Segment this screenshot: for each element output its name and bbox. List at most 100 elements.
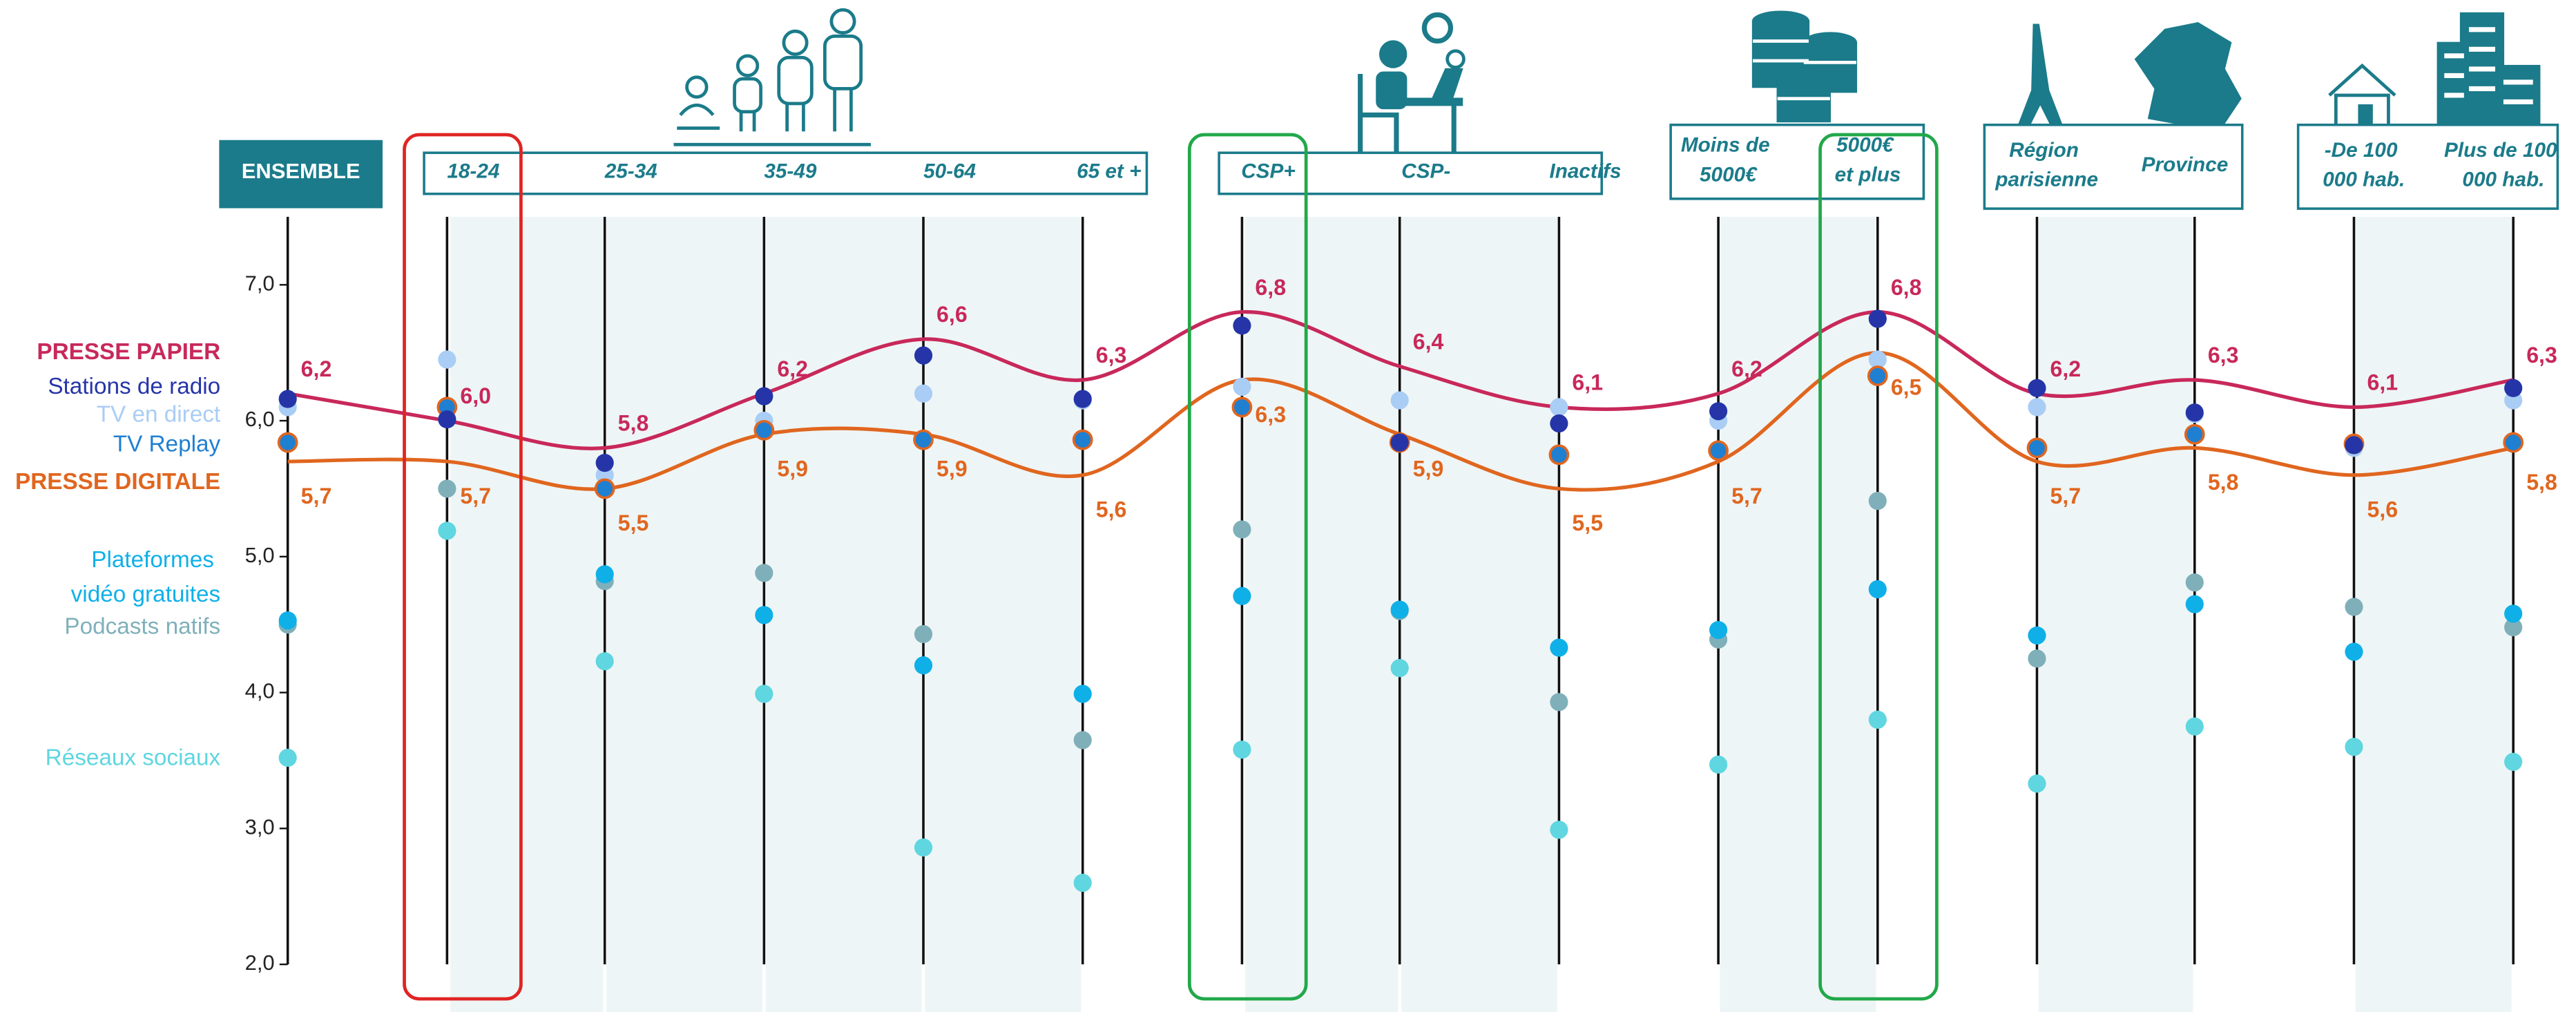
legend-label: Stations de radio (48, 374, 220, 399)
series-dot (1390, 659, 1409, 678)
category-label: CSP+ (1241, 160, 1295, 183)
series-dot (2028, 774, 2046, 793)
series-dot (2504, 618, 2523, 637)
band (1245, 216, 1398, 1012)
series-dot (2503, 432, 2524, 453)
value-label: 5,8 (618, 411, 649, 436)
series-dot (914, 346, 933, 365)
value-label: 6,3 (1096, 343, 1127, 367)
series-dot (1072, 429, 1093, 450)
value-label: 6,5 (1891, 374, 1922, 399)
legend-label: Réseaux sociaux (46, 745, 221, 771)
icons (673, 8, 2541, 156)
legend-label: TV Replay (113, 431, 221, 457)
legend-label: Plateformes vidéo gratuites (71, 547, 220, 607)
value-label: 6,2 (1731, 356, 1762, 381)
series-dot (2185, 403, 2204, 422)
legend-label: PRESSE DIGITALE (15, 469, 220, 495)
series-dot (278, 611, 297, 630)
series-dot (755, 387, 773, 405)
series-dot (914, 656, 933, 675)
value-label: 5,7 (301, 484, 332, 508)
value-label: 5,8 (2526, 470, 2557, 495)
series-dot (278, 748, 297, 767)
value-label: 6,3 (2526, 343, 2557, 367)
category-label: 25-34 (604, 160, 657, 183)
y-tick-label: 3,0 (245, 814, 275, 839)
highlight-box (403, 133, 523, 1001)
series-dot (1550, 414, 1568, 433)
value-label: 6,1 (2367, 370, 2399, 395)
band (1720, 216, 1876, 1012)
value-label: 6,0 (460, 383, 491, 408)
series-dot (1868, 350, 1887, 369)
y-tick-label: 4,0 (245, 679, 275, 703)
france-icon (2134, 22, 2242, 129)
value-label: 6,6 (936, 302, 968, 327)
series-dot (2345, 738, 2363, 756)
value-label: 5,9 (777, 457, 808, 481)
header-box (423, 151, 1148, 195)
series-dot (595, 565, 614, 584)
header-box (1669, 123, 1925, 200)
series-dot (1390, 433, 1409, 452)
series-dot (1868, 492, 1887, 510)
series-dot (1708, 440, 1729, 461)
series-dot (1233, 377, 1251, 396)
series-dot (1073, 685, 1092, 703)
value-label: 6,8 (1891, 275, 1922, 300)
value-label: 6,2 (2050, 356, 2082, 381)
y-tick-label: 2,0 (245, 951, 275, 975)
header-box-filled (219, 140, 383, 209)
series-dot (1073, 390, 1092, 408)
series-dot (595, 652, 614, 671)
series-dot (1709, 620, 1728, 640)
series-dot (595, 453, 614, 472)
series-dot (1233, 520, 1251, 539)
y-tick-label: 6,0 (245, 407, 275, 431)
series-dot (278, 390, 297, 408)
series-dot (914, 838, 933, 857)
series-dot (755, 606, 773, 624)
category-label: ENSEMBLE (242, 159, 361, 183)
series-dot (753, 419, 775, 441)
header-box (1218, 151, 1604, 195)
value-label: 5,6 (1096, 497, 1127, 522)
series-dot (2345, 642, 2363, 661)
series-dot (1867, 365, 1888, 386)
highlight-box (1818, 133, 1939, 1001)
series-dot (755, 685, 773, 703)
people-icon (673, 8, 871, 146)
series-dot (2026, 437, 2048, 459)
series-dot (2028, 626, 2046, 645)
series-dot (1231, 397, 1253, 418)
highlights (403, 133, 1939, 1001)
series-dot (1868, 710, 1887, 729)
series-dot (2028, 649, 2046, 668)
house-icon (2328, 63, 2396, 130)
header-box (2296, 123, 2559, 210)
value-label: 5,7 (460, 484, 491, 508)
series-dot (755, 564, 773, 582)
series-dot (1073, 873, 1092, 892)
band (765, 216, 922, 1012)
legend-label: Podcasts natifs (64, 613, 220, 639)
marks: 6,2 6,0 5,8 6,2 6,6 6,3 6,8 6,4 6,1 6,2 6,8 6,2 6,3 6… (277, 275, 2557, 892)
value-label: 6,4 (1413, 330, 1444, 354)
series-dot (1550, 638, 1568, 657)
background-bands (450, 216, 2512, 1012)
value-label: 5,9 (936, 457, 968, 481)
series-dot (594, 478, 615, 499)
axes: 2,0 3,0 4,0 5,0 6,0 7,0 PRESSE PAPIER Stations … (15, 216, 2515, 975)
value-label: 5,7 (1731, 484, 1762, 508)
header-box (1983, 123, 2244, 210)
series-curve (287, 310, 2514, 450)
series-dot (2345, 436, 2363, 455)
value-label: 5,8 (2208, 470, 2239, 495)
highlight-box (1187, 133, 1308, 1001)
series-dot (2504, 604, 2523, 623)
y-tick-label: 7,0 (245, 271, 275, 295)
category-label: 50-64 (923, 160, 976, 183)
series-dot (2504, 752, 2523, 771)
